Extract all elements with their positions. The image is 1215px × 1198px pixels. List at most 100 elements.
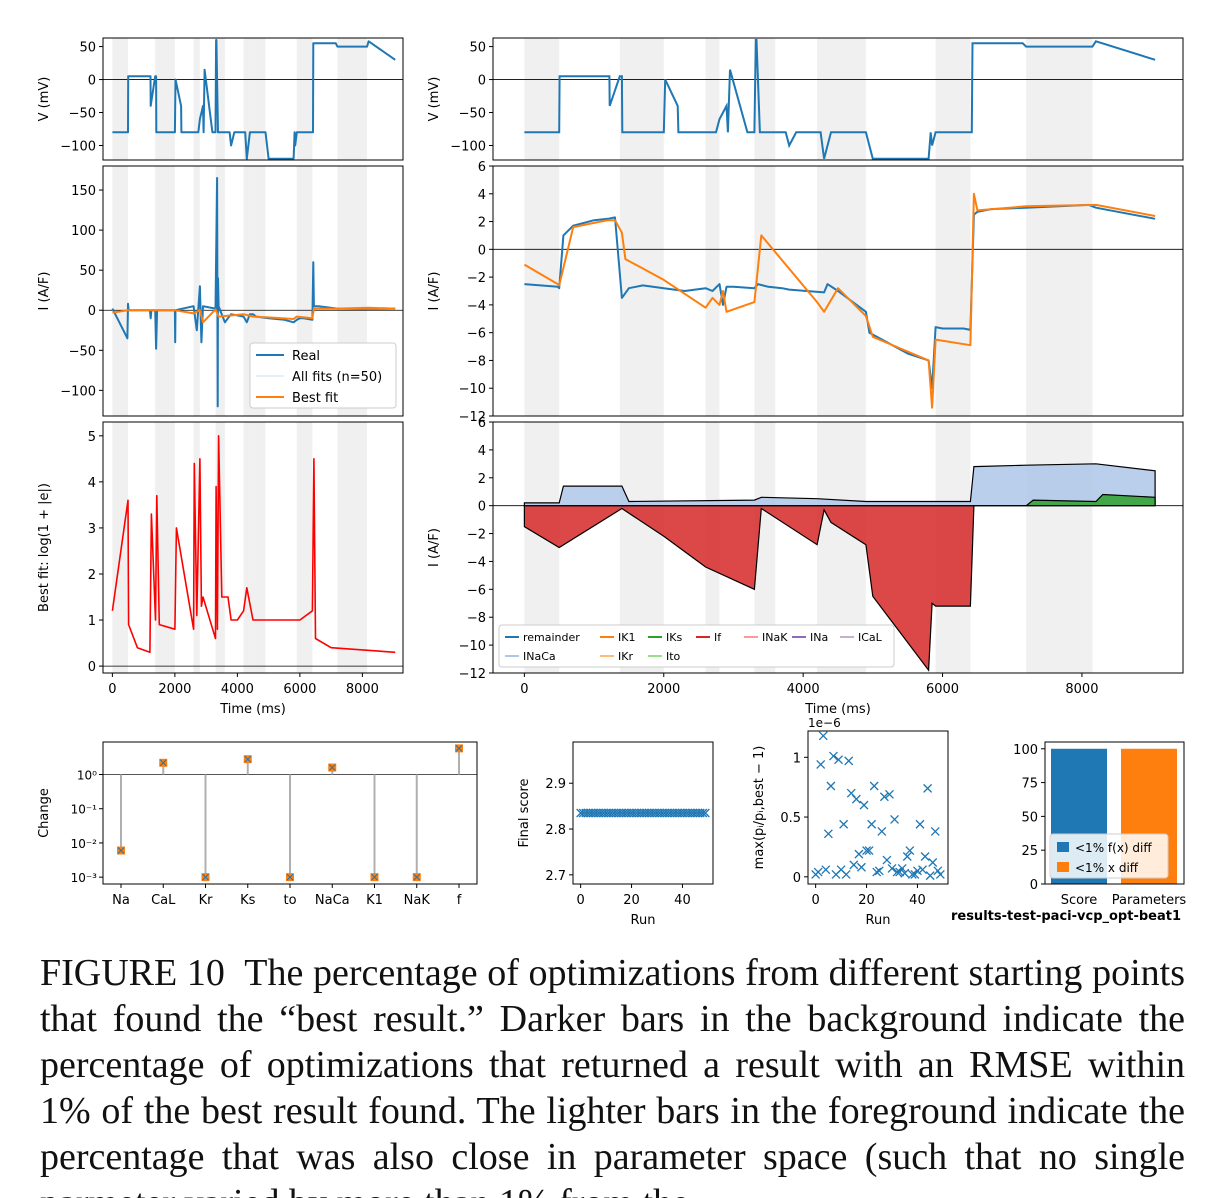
distance-marker — [930, 826, 940, 836]
distance-marker — [844, 756, 854, 766]
y-tick-label: 1 — [88, 614, 96, 629]
marker-cross — [159, 759, 167, 767]
series-line-main — [111, 435, 396, 654]
legend-label: Best fit — [292, 391, 338, 406]
x-tick-label: 0 — [108, 682, 116, 697]
protocol-step-shading — [1026, 166, 1093, 416]
distance-marker — [849, 860, 859, 870]
protocol-step-shading — [243, 422, 250, 673]
x-tick-label: 2000 — [158, 682, 191, 697]
y-tick-label: −4 — [467, 299, 486, 314]
x-tick-label: K1 — [366, 893, 383, 908]
y-tick-label: 6 — [478, 416, 486, 431]
distance-marker — [818, 731, 828, 741]
x-tick-label: CaL — [151, 893, 176, 908]
y-axis-label: Change — [37, 788, 52, 838]
caption-label: FIGURE 10 — [40, 952, 225, 994]
protocol-step-shading — [754, 422, 776, 673]
axes-frame — [1044, 741, 1185, 885]
axes-frame — [102, 421, 404, 674]
score-marker — [700, 808, 710, 818]
y-tick-label: −100 — [450, 139, 486, 154]
x-tick-label: 6000 — [926, 682, 959, 697]
legend-label: Real — [292, 349, 320, 364]
area-inaca — [523, 463, 1156, 507]
offset-text: 1e−6 — [808, 716, 841, 730]
distance-marker — [877, 826, 887, 836]
x-tick-label: 0 — [576, 893, 584, 908]
legend-box — [498, 624, 895, 668]
y-tick-label: 2.9 — [545, 777, 566, 792]
legend-label: INa — [810, 631, 828, 644]
y-tick-label: 0 — [478, 243, 486, 258]
figure-tag: results-test-paci-vcp_opt-beat1 — [951, 909, 1181, 924]
protocol-step-shading — [1026, 38, 1093, 160]
distance-marker — [900, 868, 910, 878]
y-tick-label: 4 — [478, 188, 486, 203]
distance-marker — [918, 865, 928, 875]
protocol-step-shading — [935, 38, 971, 160]
x-tick-label: NaK — [404, 893, 431, 908]
axes-frame — [492, 37, 1184, 161]
voltage-full-panel: 50 0 −50 −100 V (mV) — [37, 37, 404, 161]
marker-cross — [286, 873, 294, 881]
x-tick-label: Parameters — [1112, 893, 1187, 908]
y-tick-label: −10 — [459, 639, 486, 654]
axes-frame — [807, 730, 949, 885]
distance-marker — [915, 819, 925, 829]
axes-frame — [572, 741, 714, 885]
y-tick-label: −12 — [459, 667, 486, 682]
x-tick-label: 20 — [623, 893, 640, 908]
axes-frame — [492, 165, 1184, 417]
axes-frame — [102, 37, 404, 161]
legend-swatch — [1057, 842, 1069, 852]
marker-cross — [117, 847, 125, 854]
y-tick-label: 0.5 — [780, 811, 801, 826]
protocol-step-shading — [249, 38, 266, 160]
legend-label: <1% f(x) diff — [1075, 841, 1152, 855]
y-tick-label: 10⁻³ — [71, 871, 98, 885]
x-tick-label: 4000 — [221, 682, 254, 697]
distance-marker — [823, 829, 833, 839]
protocol-step-shading — [296, 422, 313, 673]
distance-marker — [897, 864, 907, 873]
distance-marker — [905, 846, 915, 855]
marker-cross — [455, 745, 463, 752]
distance-marker — [839, 819, 849, 829]
distance-marker — [935, 869, 945, 879]
legend-label: remainder — [523, 631, 580, 644]
distance-marker — [882, 855, 892, 865]
marker-cross — [244, 755, 252, 763]
distance-marker — [869, 781, 879, 791]
distance-marker — [821, 865, 831, 875]
x-tick-label: 40 — [909, 893, 926, 908]
distance-marker — [925, 871, 935, 881]
y-tick-label: 0 — [478, 500, 486, 515]
legend-label: INaCa — [523, 650, 556, 663]
y-tick-label: 1 — [793, 751, 801, 766]
y-tick-label: −100 — [60, 384, 96, 399]
protocol-step-shading — [705, 38, 720, 160]
distance-marker — [854, 849, 864, 859]
y-axis-label: Final score — [517, 778, 532, 847]
y-axis-label: Best fit: log(1 + |e|) — [37, 483, 52, 612]
distance-marker — [884, 789, 894, 799]
y-tick-label: 0 — [88, 304, 96, 319]
protocol-step-shading — [337, 38, 368, 160]
protocol-step-shading — [243, 166, 250, 416]
y-tick-label: 3 — [88, 522, 96, 537]
legend-label: All fits (n=50) — [292, 370, 382, 385]
legend-box — [249, 342, 397, 409]
current-full-panel: 150 100 50 0 −50 −100 I (A/F) Real All fits (n=5… — [37, 165, 404, 417]
protocol-step-shading — [296, 38, 313, 160]
legend-label: IKs — [666, 631, 682, 644]
distance-marker — [856, 862, 866, 872]
y-tick-label: 10⁰ — [77, 769, 97, 783]
x-tick-label: Na — [112, 893, 130, 908]
caption-text: The percentage of optimizations from dif… — [40, 952, 1185, 1198]
x-tick-label: 8000 — [346, 682, 379, 697]
x-tick-label: 8000 — [1065, 682, 1098, 697]
x-axis-label: Run — [866, 913, 891, 928]
y-tick-label: 0 — [793, 871, 801, 886]
y-axis-label: I (A/F) — [427, 272, 442, 311]
